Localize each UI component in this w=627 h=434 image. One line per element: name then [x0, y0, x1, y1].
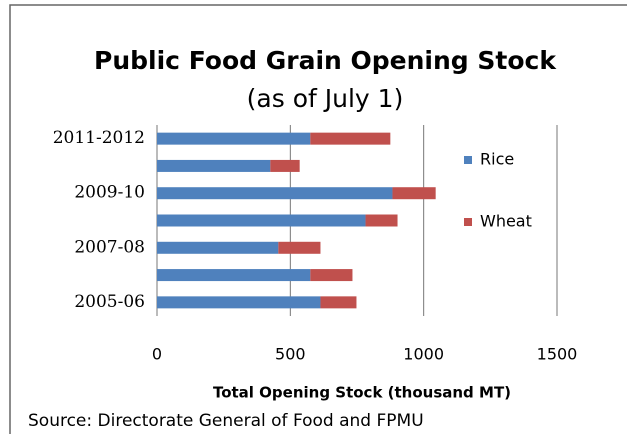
bar — [365, 214, 398, 227]
bar — [157, 296, 321, 309]
bar — [157, 187, 393, 200]
bar — [157, 159, 271, 172]
bar — [157, 214, 366, 227]
y-tick-label: 2011-2012 — [53, 128, 145, 148]
bar — [310, 269, 353, 282]
bar — [278, 241, 321, 254]
x-tick-label: 500 — [275, 345, 306, 364]
legend-swatch — [464, 218, 472, 226]
x-tick-label: 1000 — [403, 345, 444, 364]
bar — [157, 269, 311, 282]
bar — [310, 132, 391, 145]
x-tick-label: 0 — [152, 345, 162, 364]
bar — [157, 241, 279, 254]
bar — [320, 296, 357, 309]
y-tick-label: 2009-10 — [74, 183, 145, 203]
x-axis-label: Total Opening Stock (thousand MT) — [213, 384, 511, 402]
x-tick-label: 1500 — [537, 345, 578, 364]
legend-label: Rice — [480, 150, 514, 169]
bar — [270, 159, 300, 172]
frame — [9, 4, 627, 434]
bar — [392, 187, 436, 200]
chart-title: Public Food Grain Opening Stock — [94, 46, 557, 75]
y-tick-label: 2007-08 — [74, 237, 145, 257]
y-tick-label: 2005-06 — [74, 292, 145, 312]
legend-label: Wheat — [480, 212, 532, 231]
legend-swatch — [464, 156, 472, 164]
chart-title: (as of July 1) — [247, 84, 404, 113]
bar — [157, 132, 311, 145]
source: Source: Directorate General of Food and … — [28, 411, 424, 431]
